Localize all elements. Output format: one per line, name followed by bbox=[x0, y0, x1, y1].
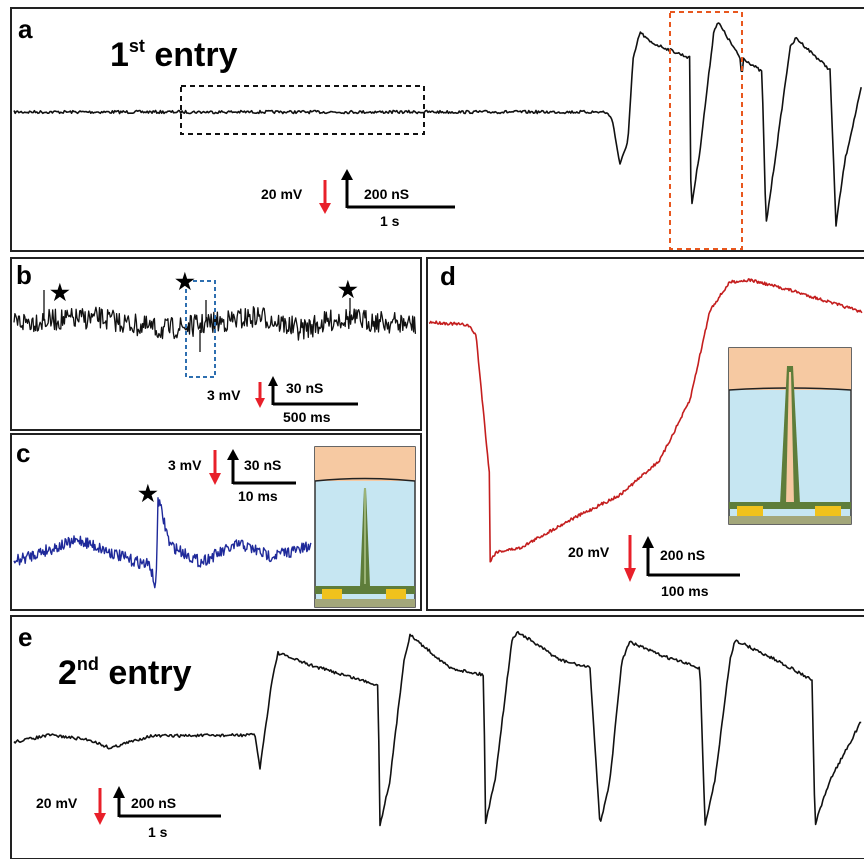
scale-bar-b: 3 mV 30 nS 500 ms bbox=[207, 376, 358, 425]
star-marker: ★ bbox=[338, 277, 358, 302]
scale-time-label: 100 ms bbox=[661, 583, 709, 599]
scale-voltage-label: 20 mV bbox=[568, 544, 610, 560]
scale-voltage-label: 3 mV bbox=[168, 457, 202, 473]
scale-voltage-label: 3 mV bbox=[207, 387, 241, 403]
scale-bar-c: 3 mV 30 nS 10 ms bbox=[168, 449, 296, 504]
panel-d-frame bbox=[426, 257, 864, 611]
panel-e-title: 2nd entry bbox=[58, 654, 192, 692]
conductance-arrowhead bbox=[113, 786, 125, 798]
conductance-arrowhead bbox=[341, 169, 353, 180]
scale-bar-e: 20 mV 200 nS 1 s bbox=[36, 786, 221, 840]
panel-a-frame bbox=[10, 7, 864, 252]
highlight-box-baseline bbox=[180, 85, 425, 135]
scale-time-label: 10 ms bbox=[238, 488, 278, 504]
conductance-arrowhead bbox=[227, 449, 239, 460]
panel-e-frame bbox=[10, 615, 864, 859]
star-marker: ★ bbox=[138, 481, 158, 506]
conductance-arrowhead bbox=[268, 376, 278, 386]
trace-c-series-line bbox=[13, 497, 312, 589]
scale-voltage-label: 20 mV bbox=[36, 795, 78, 811]
trace-a-series-line bbox=[13, 22, 862, 227]
highlight-box-event bbox=[185, 280, 216, 378]
panel-a-title: 1st entry bbox=[110, 36, 238, 74]
scale-time-label: 1 s bbox=[380, 213, 400, 229]
conductance-arrowhead bbox=[642, 536, 654, 548]
scale-conductance-label: 200 nS bbox=[660, 547, 705, 563]
voltage-arrowhead bbox=[624, 568, 636, 582]
panel-b-frame bbox=[10, 257, 422, 431]
scale-conductance-label: 200 nS bbox=[364, 186, 409, 202]
trace-e-series-line bbox=[13, 630, 862, 827]
inset-schematic-d bbox=[728, 347, 852, 525]
star-marker: ★ bbox=[175, 269, 195, 294]
scale-bar-d: 20 mV 200 nS 100 ms bbox=[568, 535, 740, 599]
voltage-arrowhead bbox=[319, 203, 331, 214]
scale-conductance-label: 200 nS bbox=[131, 795, 176, 811]
voltage-arrowhead bbox=[94, 813, 106, 825]
scale-conductance-label: 30 nS bbox=[286, 380, 323, 396]
scale-bar-a: 20 mV 200 nS 1 s bbox=[261, 169, 455, 229]
voltage-arrowhead bbox=[209, 473, 221, 485]
highlight-box-spike bbox=[669, 11, 743, 250]
panel-e-letter: e bbox=[18, 622, 32, 652]
star-marker: ★ bbox=[50, 280, 70, 305]
scale-voltage-label: 20 mV bbox=[261, 186, 303, 202]
panel-a-letter: a bbox=[18, 14, 33, 44]
panel-d-letter: d bbox=[440, 261, 456, 291]
voltage-arrowhead bbox=[255, 398, 265, 408]
panel-c-frame bbox=[10, 433, 422, 611]
panel-c-letter: c bbox=[16, 438, 30, 468]
panel-b-letter: b bbox=[16, 260, 32, 290]
scale-time-label: 500 ms bbox=[283, 409, 331, 425]
scale-conductance-label: 30 nS bbox=[244, 457, 281, 473]
inset-schematic-c bbox=[314, 446, 416, 608]
scale-time-label: 1 s bbox=[148, 824, 168, 840]
trace-d-series-line bbox=[428, 278, 863, 563]
